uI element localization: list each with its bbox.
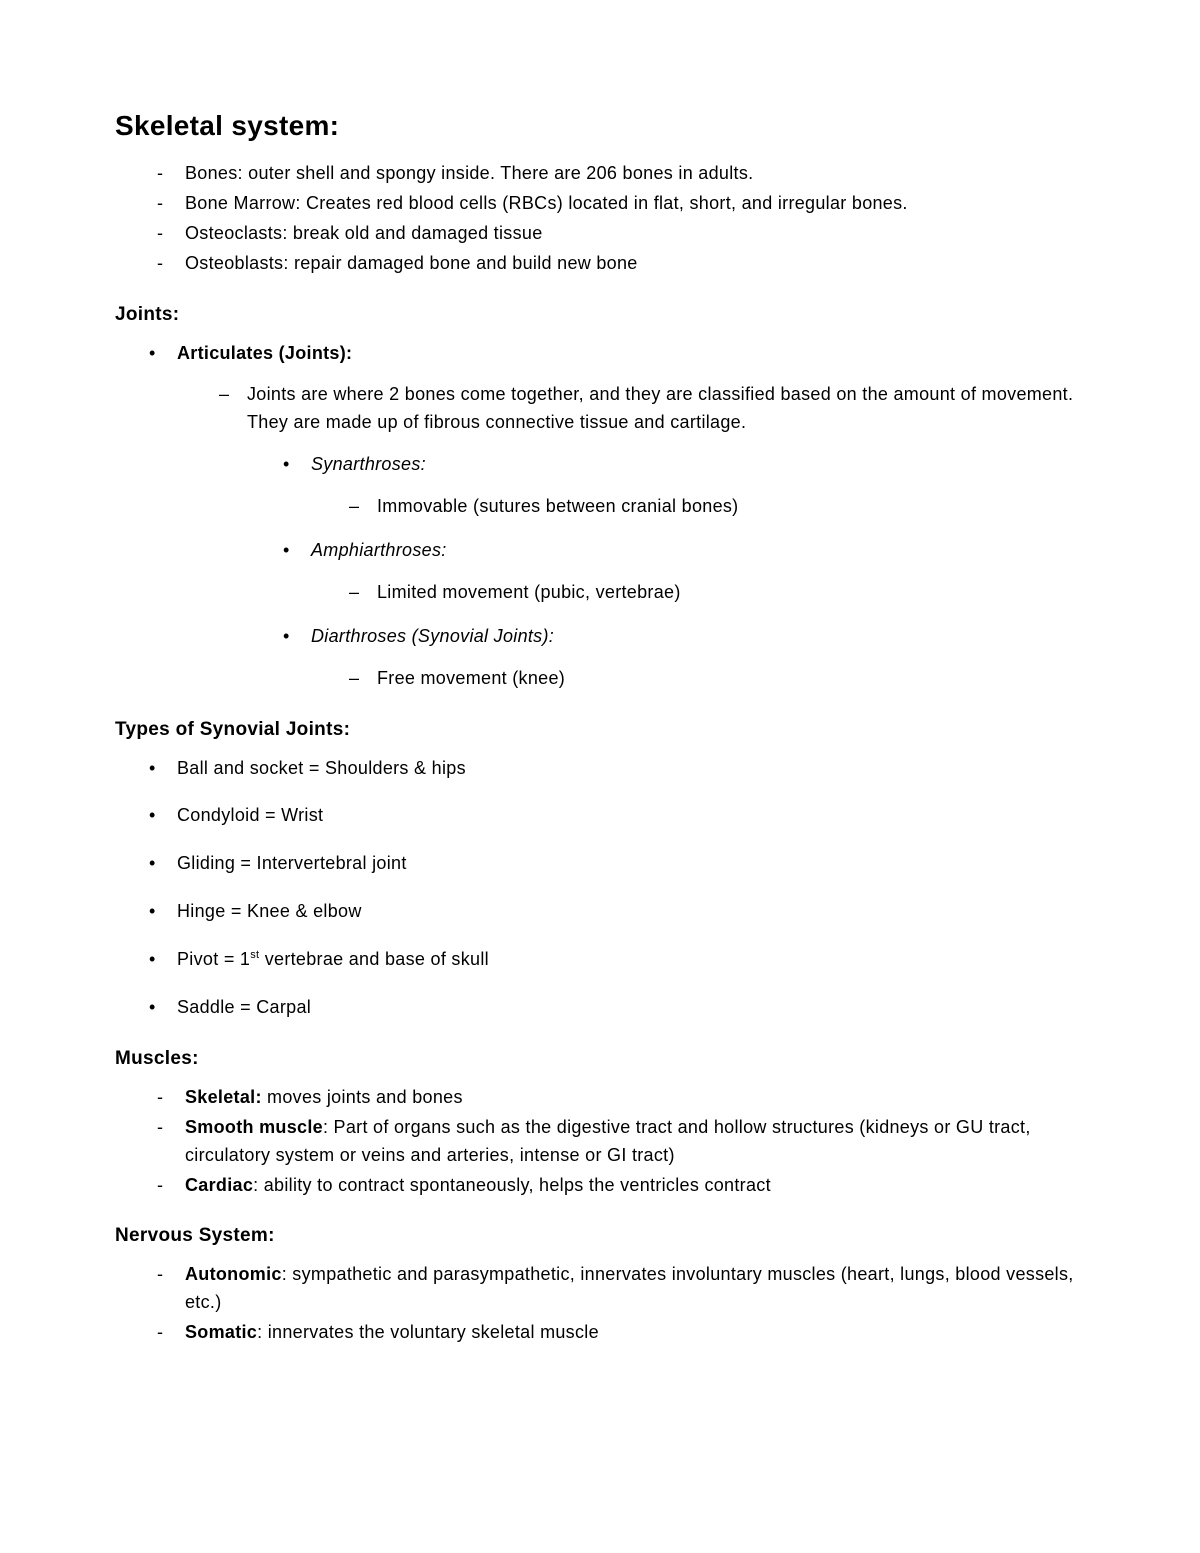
articulates-desc: Joints are where 2 bones come together, …: [247, 381, 1085, 437]
list-item: Gliding = Intervertebral joint: [177, 850, 1085, 878]
type-detail: Free movement (knee): [377, 665, 1085, 693]
articulates-label: Articulates (Joints):: [177, 343, 352, 363]
muscles-list: Skeletal: moves joints and bones Smooth …: [115, 1084, 1085, 1200]
list-item: Pivot = 1st vertebrae and base of skull: [177, 946, 1085, 974]
list-item: Autonomic: sympathetic and parasympathet…: [185, 1261, 1085, 1317]
list-item: Skeletal: moves joints and bones: [185, 1084, 1085, 1112]
nervous-text: : innervates the voluntary skeletal musc…: [257, 1322, 599, 1342]
synovial-list: Ball and socket = Shoulders & hips Condy…: [115, 755, 1085, 1022]
list-item: Bones: outer shell and spongy inside. Th…: [185, 160, 1085, 188]
muscle-label: Cardiac: [185, 1175, 253, 1195]
type-detail-list: Limited movement (pubic, vertebrae): [311, 579, 1085, 607]
type-name: Amphiarthroses:: [311, 540, 447, 560]
articulates-types: Synarthroses: Immovable (sutures between…: [177, 451, 1085, 692]
heading-text: Joints: [115, 304, 173, 325]
pivot-prefix: Pivot = 1: [177, 949, 250, 969]
nervous-label: Somatic: [185, 1322, 257, 1342]
heading-text: Nervous System: [115, 1225, 268, 1246]
list-item: Cardiac: ability to contract spontaneous…: [185, 1172, 1085, 1200]
type-item: Diarthroses (Synovial Joints): Free move…: [311, 623, 1085, 693]
list-item: Articulates (Joints): Joints are where 2…: [177, 340, 1085, 693]
joints-heading: Joints:: [115, 304, 1085, 326]
heading-text: Muscles: [115, 1048, 192, 1069]
pivot-suffix: vertebrae and base of skull: [259, 949, 489, 969]
type-item: Synarthroses: Immovable (sutures between…: [311, 451, 1085, 521]
list-item: Saddle = Carpal: [177, 994, 1085, 1022]
muscle-text: moves joints and bones: [262, 1087, 463, 1107]
intro-list: Bones: outer shell and spongy inside. Th…: [115, 160, 1085, 278]
list-item: Somatic: innervates the voluntary skelet…: [185, 1319, 1085, 1347]
list-item: Hinge = Knee & elbow: [177, 898, 1085, 926]
heading-text: Types of Synovial Joints: [115, 719, 344, 740]
list-item: Condyloid = Wrist: [177, 802, 1085, 830]
muscle-label: Skeletal:: [185, 1087, 262, 1107]
label-text: Articulates (Joints): [177, 343, 346, 363]
muscle-label: Smooth muscle: [185, 1117, 323, 1137]
type-detail-list: Free movement (knee): [311, 665, 1085, 693]
type-detail: Immovable (sutures between cranial bones…: [377, 493, 1085, 521]
articulates-list: Articulates (Joints): Joints are where 2…: [115, 340, 1085, 693]
muscles-heading: Muscles:: [115, 1048, 1085, 1070]
nervous-label: Autonomic: [185, 1264, 282, 1284]
type-name-text: Synarthroses: [311, 454, 421, 474]
page-title: Skeletal system:: [115, 110, 1085, 142]
type-detail-list: Immovable (sutures between cranial bones…: [311, 493, 1085, 521]
list-item: Ball and socket = Shoulders & hips: [177, 755, 1085, 783]
list-item: Bone Marrow: Creates red blood cells (RB…: [185, 190, 1085, 218]
list-item: Osteoblasts: repair damaged bone and bui…: [185, 250, 1085, 278]
document-page: Skeletal system: Bones: outer shell and …: [0, 0, 1200, 1553]
type-detail: Limited movement (pubic, vertebrae): [377, 579, 1085, 607]
nervous-list: Autonomic: sympathetic and parasympathet…: [115, 1261, 1085, 1347]
synovial-heading: Types of Synovial Joints:: [115, 719, 1085, 741]
type-name: Diarthroses (Synovial Joints):: [311, 626, 554, 646]
articulates-desc-list: Joints are where 2 bones come together, …: [177, 381, 1085, 437]
type-name: Synarthroses:: [311, 454, 426, 474]
muscle-text: : ability to contract spontaneously, hel…: [253, 1175, 771, 1195]
nervous-heading: Nervous System:: [115, 1225, 1085, 1247]
type-item: Amphiarthroses: Limited movement (pubic,…: [311, 537, 1085, 607]
list-item: Osteoclasts: break old and damaged tissu…: [185, 220, 1085, 248]
list-item: Smooth muscle: Part of organs such as th…: [185, 1114, 1085, 1170]
type-name-text: Amphiarthroses: [311, 540, 441, 560]
nervous-text: : sympathetic and parasympathetic, inner…: [185, 1264, 1074, 1312]
